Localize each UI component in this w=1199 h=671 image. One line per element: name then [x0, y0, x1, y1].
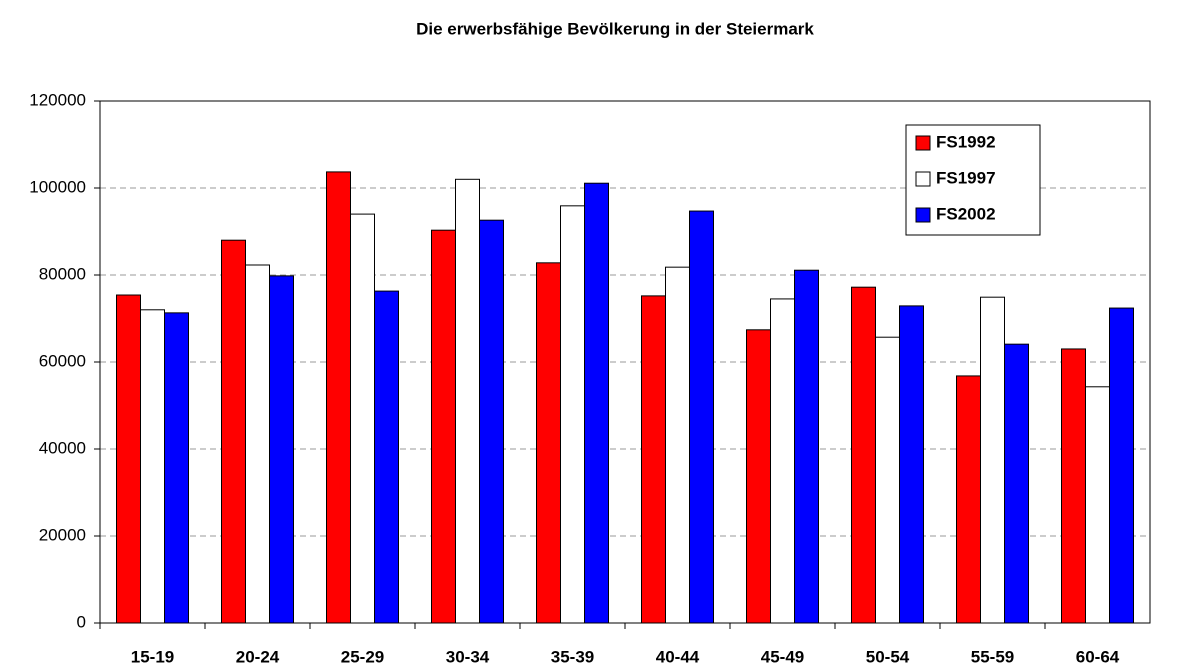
bar — [956, 375, 981, 624]
y-tick-label: 120000 — [29, 90, 86, 109]
x-tick-label: 35-39 — [551, 647, 594, 666]
bar — [770, 298, 795, 624]
bar — [455, 178, 480, 624]
legend-swatch — [915, 135, 931, 151]
bar — [479, 219, 504, 624]
bar — [665, 266, 690, 624]
y-tick-label: 40000 — [39, 438, 86, 457]
x-tick-label: 55-59 — [971, 647, 1014, 666]
x-tick-label: 15-19 — [131, 647, 174, 666]
y-tick-label: 20000 — [39, 525, 86, 544]
legend-swatch — [915, 171, 931, 187]
y-tick-label: 80000 — [39, 264, 86, 283]
x-tick-label: 45-49 — [761, 647, 804, 666]
bar — [560, 205, 585, 624]
bar — [431, 229, 456, 624]
bar — [641, 295, 666, 624]
bar — [746, 329, 771, 624]
bar — [875, 336, 900, 624]
x-tick-label: 40-44 — [656, 647, 700, 666]
bar — [374, 290, 399, 624]
bar — [584, 182, 609, 624]
y-tick-label: 60000 — [39, 351, 86, 370]
bar — [1109, 307, 1134, 624]
y-tick-label: 0 — [77, 612, 86, 631]
x-tick-label: 50-54 — [866, 647, 910, 666]
bar — [350, 213, 375, 624]
bar — [689, 210, 714, 624]
legend-swatch — [915, 207, 931, 223]
bar — [1004, 343, 1029, 624]
x-tick-label: 25-29 — [341, 647, 384, 666]
bar — [980, 296, 1005, 624]
bar — [1061, 348, 1086, 624]
legend-label: FS1997 — [936, 168, 996, 187]
x-tick-label: 60-64 — [1076, 647, 1120, 666]
y-tick-label: 100000 — [29, 177, 86, 196]
bar — [269, 275, 294, 624]
bar — [140, 309, 165, 624]
bar — [245, 264, 270, 624]
bar — [164, 312, 189, 624]
bar — [899, 305, 924, 624]
x-tick-label: 30-34 — [446, 647, 490, 666]
legend-label: FS2002 — [936, 204, 996, 223]
bar — [1085, 386, 1110, 624]
bar — [326, 171, 351, 624]
bar — [221, 239, 246, 624]
x-tick-label: 20-24 — [236, 647, 280, 666]
bar — [794, 269, 819, 624]
bar — [536, 262, 561, 624]
chart-title: Die erwerbsfähige Bevölkerung in der Ste… — [416, 19, 814, 38]
bar — [116, 294, 141, 624]
legend-label: FS1992 — [936, 132, 996, 151]
bar — [851, 286, 876, 624]
